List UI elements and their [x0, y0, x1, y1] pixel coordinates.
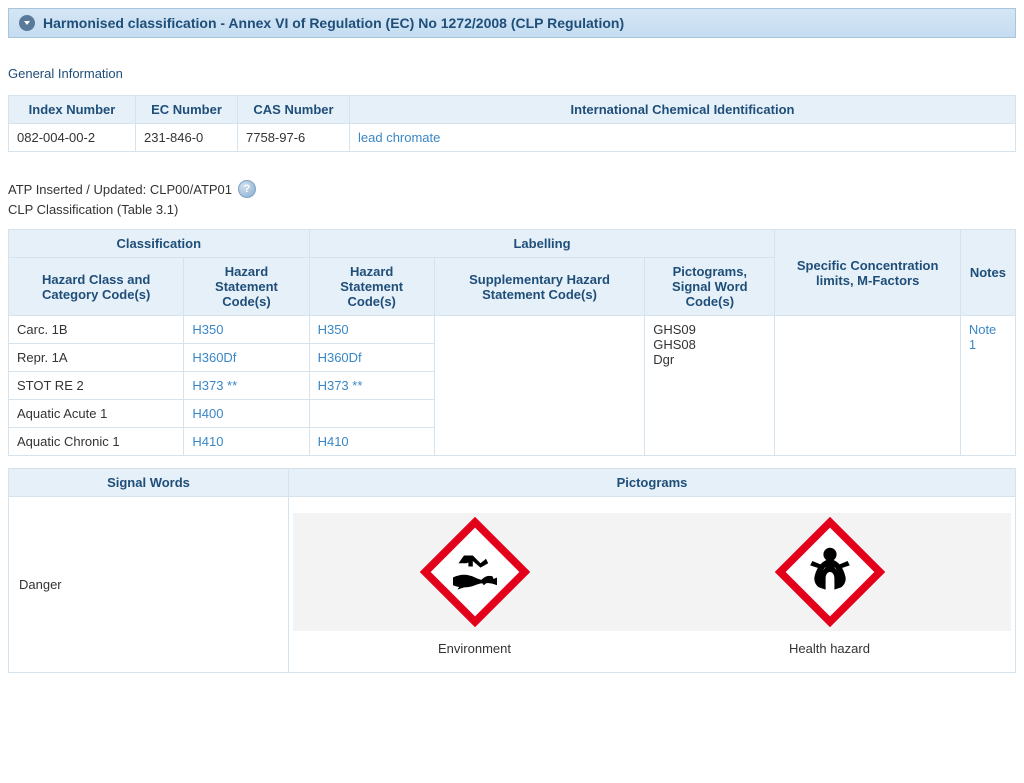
- col-supp-hazard: Supplementary Hazard Statement Code(s): [434, 258, 644, 316]
- hazard-code-link[interactable]: H360Df: [192, 350, 236, 365]
- environment-hazard-icon: [420, 517, 530, 627]
- col-labelling: Labelling: [309, 230, 775, 258]
- note-link[interactable]: Note 1: [969, 322, 996, 352]
- hazard-code-link[interactable]: H400: [192, 406, 223, 421]
- cell-class: Carc. 1B: [9, 316, 184, 344]
- hazard-code-link[interactable]: H410: [318, 434, 349, 449]
- section-header-bar: Harmonised classification - Annex VI of …: [8, 8, 1016, 38]
- cell-empty: [309, 400, 434, 428]
- col-ici: International Chemical Identification: [350, 96, 1016, 124]
- chemical-name-link[interactable]: lead chromate: [358, 130, 440, 145]
- col-picto-signal: Pictograms, Signal Word Code(s): [645, 258, 775, 316]
- col-pictograms: Pictograms: [289, 469, 1016, 497]
- general-info-title: General Information: [8, 66, 1016, 81]
- hazard-code-link[interactable]: H373 **: [192, 378, 237, 393]
- cell-index: 082-004-00-2: [9, 124, 136, 152]
- cell-class: Repr. 1A: [9, 344, 184, 372]
- clp-classification-table: Classification Labelling Specific Concen…: [8, 229, 1016, 456]
- cell-pictograms: Environment: [289, 497, 1016, 673]
- col-hazard-stmt-2: Hazard Statement Code(s): [309, 258, 434, 316]
- hazard-code-link[interactable]: H350: [192, 322, 223, 337]
- table-row: 082-004-00-2 231-846-0 7758-97-6 lead ch…: [9, 124, 1016, 152]
- cell-notes: Note 1: [960, 316, 1015, 456]
- hazard-code-link[interactable]: H410: [192, 434, 223, 449]
- collapse-toggle-icon[interactable]: [19, 15, 35, 31]
- cell-class: Aquatic Acute 1: [9, 400, 184, 428]
- hazard-code-link[interactable]: H360Df: [318, 350, 362, 365]
- col-scl: Specific Concentration limits, M-Factors: [775, 230, 960, 316]
- hazard-code-link[interactable]: H350: [318, 322, 349, 337]
- table-row: Carc. 1B H350 H350 GHS09 GHS08 Dgr Note …: [9, 316, 1016, 344]
- cell-scl: [775, 316, 960, 456]
- pictogram-label: Environment: [438, 637, 511, 656]
- col-notes: Notes: [960, 230, 1015, 316]
- general-info-table: Index Number EC Number CAS Number Intern…: [8, 95, 1016, 152]
- col-signal-words: Signal Words: [9, 469, 289, 497]
- cell-ici: lead chromate: [350, 124, 1016, 152]
- hazard-code-link[interactable]: H373 **: [318, 378, 363, 393]
- atp-text: ATP Inserted / Updated: CLP00/ATP01: [8, 182, 232, 197]
- col-ec-number: EC Number: [136, 96, 238, 124]
- health-hazard-icon: [775, 517, 885, 627]
- atp-inserted-updated: ATP Inserted / Updated: CLP00/ATP01 ?: [8, 180, 1016, 198]
- cell-cas: 7758-97-6: [238, 124, 350, 152]
- cell-class: STOT RE 2: [9, 372, 184, 400]
- signal-pictogram-table: Signal Words Pictograms Danger: [8, 468, 1016, 673]
- cell-class: Aquatic Chronic 1: [9, 428, 184, 456]
- col-index-number: Index Number: [9, 96, 136, 124]
- pictogram-label: Health hazard: [789, 637, 870, 656]
- cell-ec: 231-846-0: [136, 124, 238, 152]
- pictogram-health-hazard: Health hazard: [652, 505, 1007, 664]
- cell-supp-hazard: [434, 316, 644, 456]
- table-row: Danger: [9, 497, 1016, 673]
- help-icon[interactable]: ?: [238, 180, 256, 198]
- col-classification: Classification: [9, 230, 310, 258]
- section-header-title: Harmonised classification - Annex VI of …: [43, 15, 624, 31]
- clp-classification-title: CLP Classification (Table 3.1): [8, 202, 1016, 217]
- cell-signal-word: Danger: [9, 497, 289, 673]
- pictogram-environment: Environment: [297, 505, 652, 664]
- col-hazard-stmt-1: Hazard Statement Code(s): [184, 258, 309, 316]
- col-hazard-class: Hazard Class and Category Code(s): [9, 258, 184, 316]
- cell-picto-signal-codes: GHS09 GHS08 Dgr: [645, 316, 775, 456]
- col-cas-number: CAS Number: [238, 96, 350, 124]
